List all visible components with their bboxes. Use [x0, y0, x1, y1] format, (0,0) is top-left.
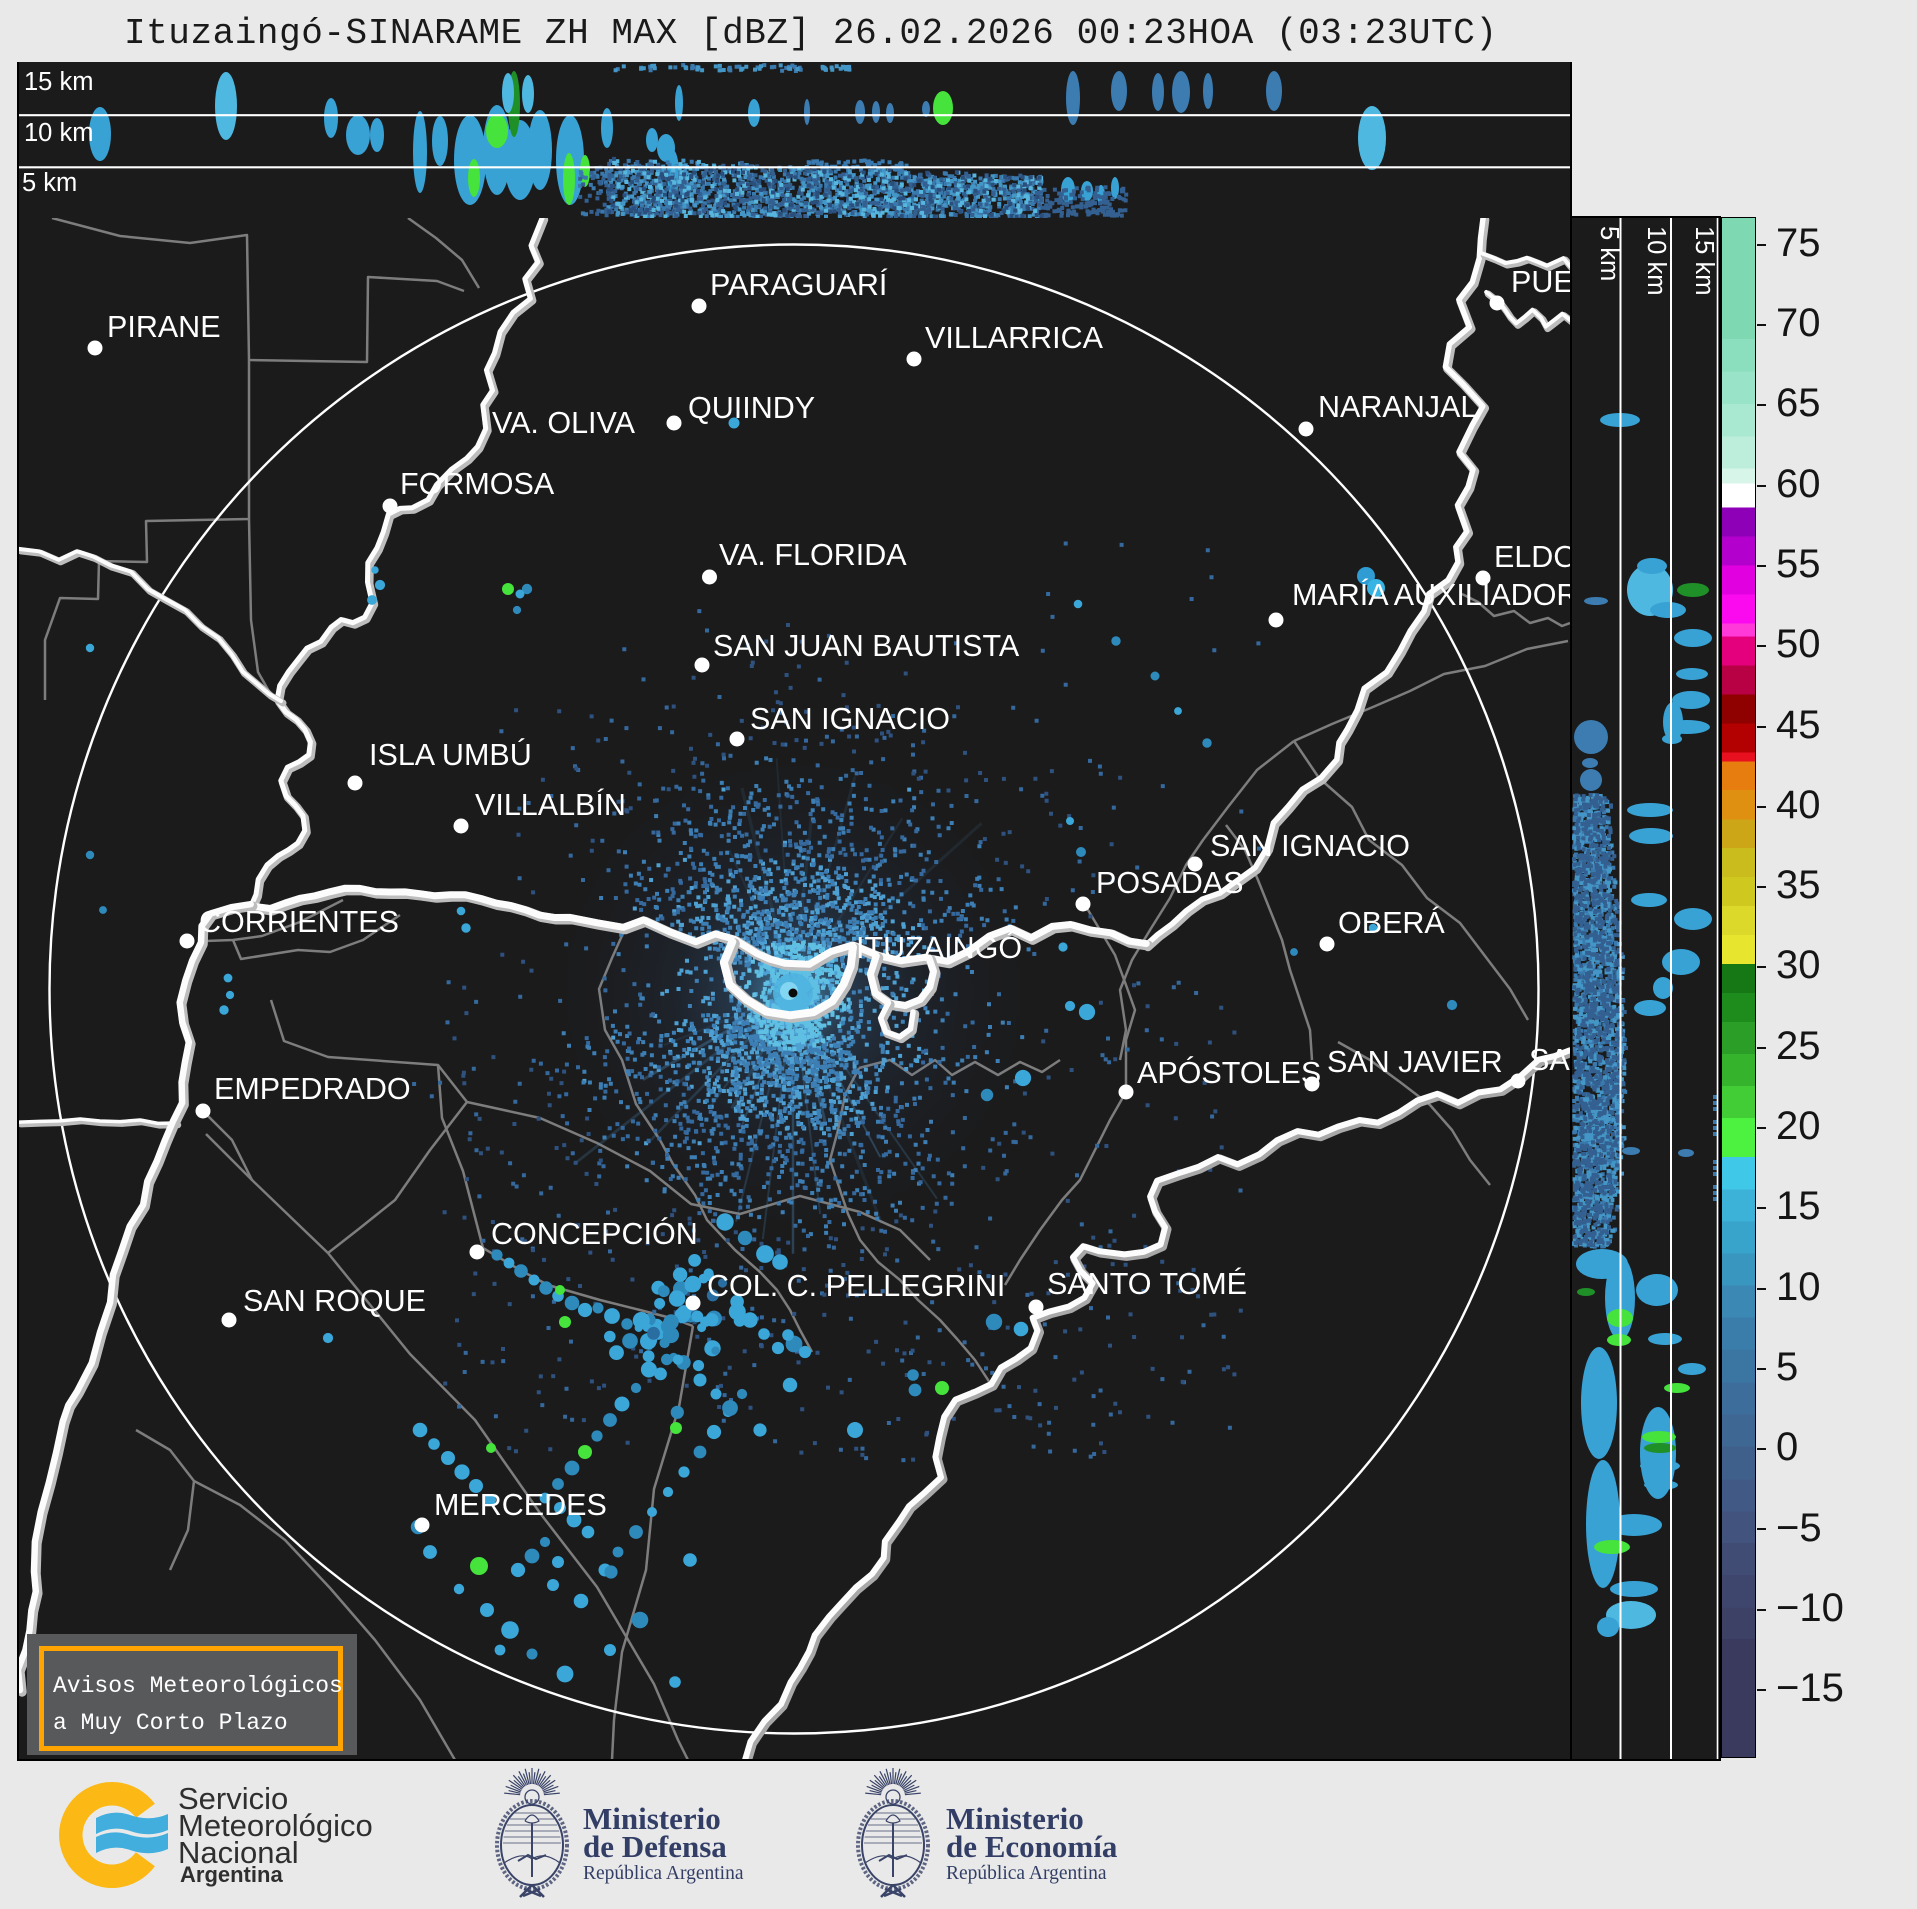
- svg-text:PIRANE: PIRANE: [107, 310, 221, 344]
- svg-text:de Defensa: de Defensa: [583, 1829, 727, 1864]
- svg-text:FORMOSA: FORMOSA: [400, 467, 555, 501]
- svg-text:SAN ROQUE: SAN ROQUE: [243, 1284, 426, 1318]
- svg-text:Ministerio: Ministerio: [583, 1801, 721, 1836]
- svg-text:MERCEDES: MERCEDES: [434, 1488, 607, 1522]
- svg-text:Argentina: Argentina: [180, 1862, 283, 1887]
- svg-text:SANTO: SANTO: [1529, 1043, 1570, 1077]
- svg-text:ELDORADO: ELDORADO: [1494, 540, 1570, 574]
- svg-text:PUERTO RICO: PUERTO RICO: [1511, 265, 1570, 299]
- svg-text:MARÍA AUXILIADORA: MARÍA AUXILIADORA: [1292, 577, 1570, 612]
- svg-text:República Argentina: República Argentina: [946, 1863, 1107, 1884]
- svg-text:SAN JUAN BAUTISTA: SAN JUAN BAUTISTA: [713, 629, 1020, 663]
- svg-text:VA. OLIVA: VA. OLIVA: [492, 406, 636, 440]
- svg-text:ISLA UMBÚ: ISLA UMBÚ: [369, 737, 532, 772]
- svg-text:ITUZAINGÓ: ITUZAINGÓ: [856, 930, 1022, 965]
- svg-text:10 km: 10 km: [24, 119, 93, 147]
- svg-text:CONCEPCIÓN: CONCEPCIÓN: [491, 1216, 698, 1251]
- svg-text:PARAGUARÍ: PARAGUARÍ: [710, 267, 888, 302]
- svg-text:Servicio: Servicio: [178, 1781, 288, 1816]
- svg-text:Meteorológico: Meteorológico: [178, 1808, 373, 1843]
- svg-text:Nacional: Nacional: [178, 1835, 299, 1870]
- svg-text:COL. C. PELLEGRINI: COL. C. PELLEGRINI: [707, 1269, 1005, 1303]
- svg-text:República Argentina: República Argentina: [583, 1863, 744, 1884]
- svg-text:Ministerio: Ministerio: [946, 1801, 1084, 1836]
- svg-text:QUIINDY: QUIINDY: [688, 391, 815, 425]
- svg-text:VA. FLORIDA: VA. FLORIDA: [719, 538, 907, 572]
- svg-text:de Economía: de Economía: [946, 1829, 1118, 1864]
- svg-text:VILLALBÍN: VILLALBÍN: [475, 787, 626, 822]
- svg-text:EMPEDRADO: EMPEDRADO: [214, 1072, 411, 1106]
- svg-text:POSADAS: POSADAS: [1096, 866, 1243, 900]
- svg-text:SANTO TOMÉ: SANTO TOMÉ: [1047, 1266, 1247, 1301]
- svg-text:OBERÁ: OBERÁ: [1338, 905, 1445, 940]
- svg-text:15 km: 15 km: [1690, 226, 1718, 295]
- svg-text:5 km: 5 km: [1595, 226, 1623, 281]
- svg-text:15 km: 15 km: [24, 68, 93, 96]
- svg-text:CORRIENTES: CORRIENTES: [199, 905, 399, 939]
- svg-text:SAN IGNACIO: SAN IGNACIO: [1210, 829, 1410, 863]
- svg-text:NARANJAL: NARANJAL: [1318, 390, 1477, 424]
- svg-text:SAN IGNACIO: SAN IGNACIO: [750, 702, 950, 736]
- svg-text:VILLARRICA: VILLARRICA: [925, 321, 1104, 355]
- svg-text:APÓSTOLES: APÓSTOLES: [1137, 1055, 1321, 1090]
- svg-text:SAN JAVIER: SAN JAVIER: [1327, 1045, 1503, 1079]
- svg-text:5 km: 5 km: [22, 169, 77, 197]
- svg-text:10 km: 10 km: [1642, 226, 1670, 295]
